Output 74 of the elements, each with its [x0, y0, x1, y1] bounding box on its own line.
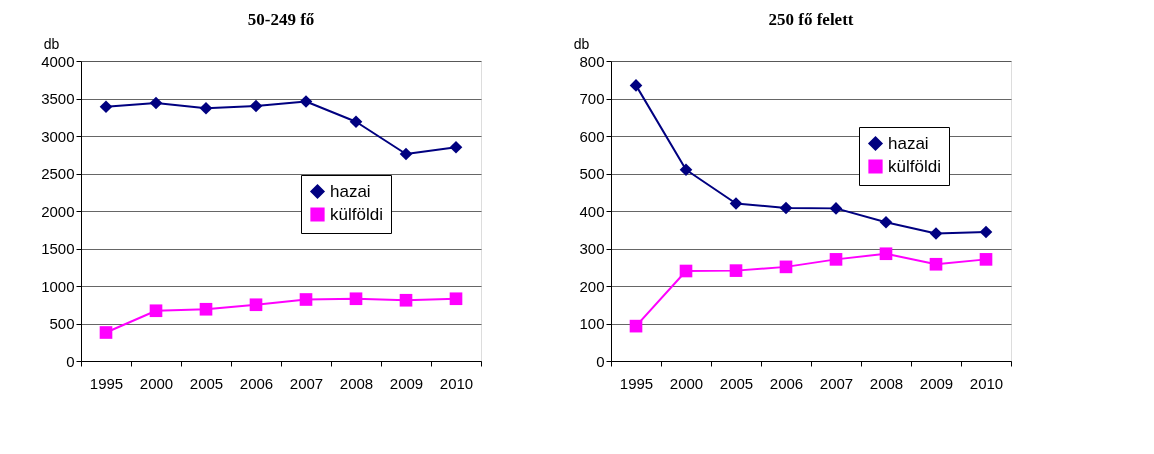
y-tick-label: 400: [579, 202, 605, 220]
y-tick-label: 800: [579, 52, 605, 70]
y-tick-label: 500: [49, 315, 75, 332]
y-tick-label: 600: [579, 127, 605, 145]
point: [929, 257, 943, 271]
x-tick-label: 2005: [189, 374, 224, 392]
x-tick-label: 2000: [139, 374, 174, 392]
y-tick-label: 200: [579, 277, 605, 295]
point: [879, 247, 893, 261]
x-tick-label: 2007: [819, 374, 854, 392]
y-tick-label: 2500: [41, 165, 75, 182]
y-tick-label: 3000: [41, 127, 75, 145]
legend-label: külföldi: [888, 156, 941, 176]
x-tick-label: 2009: [389, 374, 424, 392]
y-tick-label: 1500: [41, 240, 75, 257]
point: [679, 163, 693, 177]
y-axis-title: db: [573, 35, 590, 52]
point: [829, 202, 843, 215]
chart-title: 250 fő felett: [768, 10, 854, 29]
y-tick-label: 500: [579, 165, 605, 182]
x-tick-label: 2006: [239, 374, 274, 392]
point: [249, 99, 263, 113]
point: [449, 140, 463, 154]
legend-label: hazai: [330, 181, 371, 201]
point: [979, 225, 993, 239]
point: [629, 319, 643, 333]
point: [399, 293, 413, 307]
point: [779, 260, 793, 274]
point: [199, 302, 213, 316]
point: [629, 79, 643, 92]
x-tick-label: 2000: [669, 374, 704, 392]
x-tick-label: 2005: [719, 374, 754, 392]
point: [99, 100, 113, 114]
y-tick-label: 0: [596, 352, 605, 370]
point: [449, 292, 463, 306]
point: [299, 293, 313, 306]
point: [199, 101, 213, 115]
x-tick-label: 1995: [89, 374, 124, 392]
point: [299, 95, 313, 108]
legend-label: külföldi: [330, 204, 383, 224]
point: [679, 264, 693, 278]
point: [929, 227, 943, 240]
y-tick-label: 700: [579, 90, 605, 107]
y-tick-label: 1000: [41, 277, 75, 295]
point: [99, 326, 113, 339]
point: [729, 197, 743, 210]
chart-title: 50-249 fő: [247, 10, 315, 29]
y-tick-label: 300: [579, 240, 605, 257]
x-tick-label: 2006: [769, 374, 804, 392]
point: [249, 298, 263, 312]
x-tick-label: 2007: [289, 374, 324, 392]
point: [829, 253, 843, 266]
x-tick-label: 1995: [619, 374, 654, 392]
point: [729, 264, 743, 277]
point: [879, 215, 893, 229]
x-tick-label: 2010: [439, 374, 474, 392]
y-tick-label: 3500: [41, 90, 75, 107]
point: [399, 147, 413, 161]
y-tick-label: 4000: [41, 52, 75, 70]
y-tick-label: 2000: [41, 202, 75, 220]
x-tick-label: 2010: [969, 374, 1004, 392]
point: [149, 304, 163, 318]
legend-label: hazai: [888, 133, 929, 153]
y-tick-label: 0: [66, 352, 75, 370]
point: [349, 115, 363, 129]
y-tick-label: 100: [579, 315, 605, 332]
point: [979, 253, 993, 266]
point: [349, 292, 363, 306]
x-tick-label: 2009: [919, 374, 954, 392]
point: [149, 96, 163, 110]
point: [779, 201, 793, 215]
y-axis-title: db: [43, 35, 60, 52]
x-tick-label: 2008: [869, 374, 904, 392]
x-tick-label: 2008: [339, 374, 374, 392]
